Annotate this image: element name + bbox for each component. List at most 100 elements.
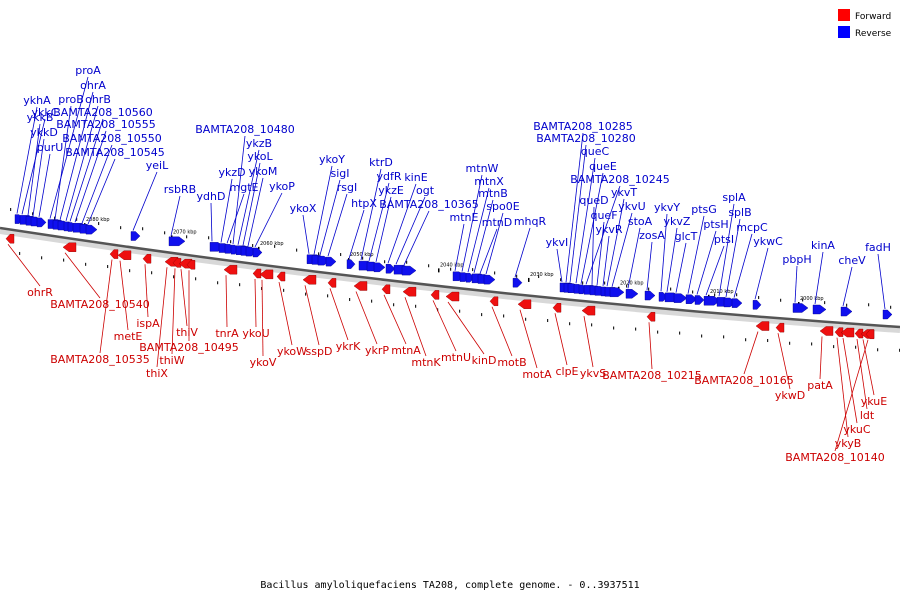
gene-mtna[interactable] — [381, 284, 407, 345]
gene-arrow[interactable] — [252, 268, 262, 279]
gene-arrow[interactable] — [673, 293, 688, 303]
gene-label[interactable]: glcT — [675, 230, 698, 243]
gene-arrow[interactable] — [381, 284, 391, 294]
gene-arrow[interactable] — [385, 264, 396, 274]
gene-label[interactable]: ykoM — [249, 165, 278, 178]
gene-label[interactable]: ykkB — [27, 111, 54, 124]
gene-label[interactable]: ykvI — [546, 236, 569, 249]
gene-kind[interactable] — [445, 291, 485, 355]
gene-ohrr[interactable] — [5, 234, 41, 287]
gene-label[interactable]: mtnB — [478, 187, 508, 200]
gene-label[interactable]: ykrP — [365, 344, 389, 357]
gene-ykwc[interactable] — [752, 247, 769, 310]
gene-ykue[interactable] — [860, 329, 875, 396]
gene-label[interactable]: ogt — [416, 184, 435, 197]
gene-label[interactable]: BAMTA208_10555 — [56, 118, 155, 131]
gene-label[interactable]: proA — [75, 64, 101, 77]
gene-arrow[interactable] — [840, 327, 855, 338]
gene-bamta208-10480[interactable] — [230, 135, 246, 255]
gene-arrow[interactable] — [517, 299, 532, 309]
gene-arrow[interactable] — [172, 258, 182, 268]
gene-zosa[interactable] — [644, 241, 656, 301]
gene-ykrp[interactable] — [353, 281, 378, 345]
gene-label[interactable]: mtnX — [474, 175, 504, 188]
gene-arrow[interactable] — [325, 256, 337, 267]
gene-label[interactable]: ykvY — [654, 201, 680, 214]
gene-rsgi[interactable] — [325, 193, 348, 267]
gene-arrow[interactable] — [752, 300, 762, 310]
gene-arrow[interactable] — [327, 278, 337, 288]
gene-mtnk[interactable] — [402, 287, 427, 357]
gene-arrow[interactable] — [168, 236, 186, 247]
gene-label[interactable]: ykoY — [319, 153, 345, 166]
gene-arrow[interactable] — [552, 303, 562, 313]
gene-label[interactable]: ykvT — [611, 186, 637, 199]
gene-label[interactable]: mtnU — [441, 351, 471, 364]
gene-label[interactable]: ykvS — [580, 367, 606, 380]
gene-label[interactable]: pbpH — [782, 253, 811, 266]
gene-label[interactable]: yeiL — [146, 159, 169, 172]
gene-label[interactable]: mtnD — [482, 216, 512, 229]
gene-ykkb[interactable] — [25, 123, 41, 226]
gene-label[interactable]: sigI — [330, 167, 349, 180]
gene-label[interactable]: kinA — [811, 239, 835, 252]
gene-label[interactable]: BAMTA208_10545 — [65, 146, 164, 159]
gene-arrow[interactable] — [117, 250, 132, 260]
gene-thiw[interactable] — [171, 258, 182, 355]
gene-bamta208-10495[interactable] — [186, 260, 196, 341]
gene-arrow[interactable] — [62, 242, 77, 252]
gene-ykow[interactable] — [276, 271, 293, 346]
gene-bamta208-10535[interactable] — [99, 249, 119, 354]
gene-label[interactable]: BAMTA208_10550 — [62, 132, 161, 145]
gene-arrow[interactable] — [186, 260, 196, 270]
gene-label[interactable]: kinE — [404, 171, 427, 184]
gene-arrow[interactable] — [483, 274, 496, 285]
gene-label[interactable]: fadH — [865, 241, 891, 254]
gene-arrow[interactable] — [302, 275, 317, 285]
gene-ldt[interactable] — [854, 328, 868, 410]
gene-label[interactable]: mtnW — [466, 162, 499, 175]
gene-label[interactable]: mhqR — [514, 215, 547, 228]
gene-label[interactable]: ohrA — [80, 79, 106, 92]
gene-label[interactable]: mgtE — [230, 181, 259, 194]
gene-thiv[interactable] — [178, 258, 193, 327]
gene-arrow[interactable] — [685, 294, 698, 304]
gene-ykvu[interactable] — [609, 212, 633, 298]
gene-label[interactable]: htpX — [351, 197, 377, 210]
gene-label[interactable]: ykvZ — [664, 215, 691, 228]
gene-ykwd[interactable] — [775, 322, 791, 390]
gene-ykyb[interactable] — [834, 327, 849, 438]
gene-label[interactable]: ptsH — [703, 218, 728, 231]
gene-ykuc[interactable] — [840, 327, 858, 424]
gene-arrow[interactable] — [755, 321, 770, 331]
gene-kine[interactable] — [385, 183, 417, 274]
gene-label[interactable]: spo0E — [486, 200, 519, 213]
gene-arrow[interactable] — [252, 247, 263, 258]
gene-label[interactable]: metE — [114, 330, 143, 343]
gene-ptsi[interactable] — [703, 245, 725, 306]
gene-ptsg[interactable] — [685, 215, 705, 304]
gene-arrow[interactable] — [609, 287, 625, 298]
gene-pata[interactable] — [819, 326, 834, 380]
gene-label[interactable]: ykwC — [753, 235, 783, 248]
gene-label[interactable]: ykrK — [336, 340, 361, 353]
gene-label[interactable]: queD — [579, 194, 608, 207]
gene-arrow[interactable] — [346, 259, 356, 269]
gene-label[interactable]: BAMTA208_10245 — [570, 173, 669, 186]
gene-label[interactable]: kinD — [472, 354, 497, 367]
gene-sspd[interactable] — [302, 275, 320, 346]
gene-ykop[interactable] — [252, 192, 283, 258]
gene-label[interactable]: sspD — [306, 345, 333, 358]
gene-label[interactable]: rsgI — [337, 181, 357, 194]
gene-label[interactable]: ohrR — [27, 286, 53, 299]
gene-rsbrb[interactable] — [168, 195, 186, 247]
gene-label[interactable]: BAMTA208_10535 — [50, 353, 149, 366]
gene-mete[interactable] — [117, 250, 132, 331]
gene-arrow[interactable] — [401, 265, 417, 276]
gene-arrow[interactable] — [489, 296, 499, 306]
gene-htpx[interactable] — [346, 209, 365, 269]
gene-arrow[interactable] — [625, 289, 639, 299]
gene-label[interactable]: ydhD — [197, 190, 226, 203]
gene-tnra[interactable] — [223, 264, 238, 328]
gene-label[interactable]: ykyB — [835, 437, 862, 450]
